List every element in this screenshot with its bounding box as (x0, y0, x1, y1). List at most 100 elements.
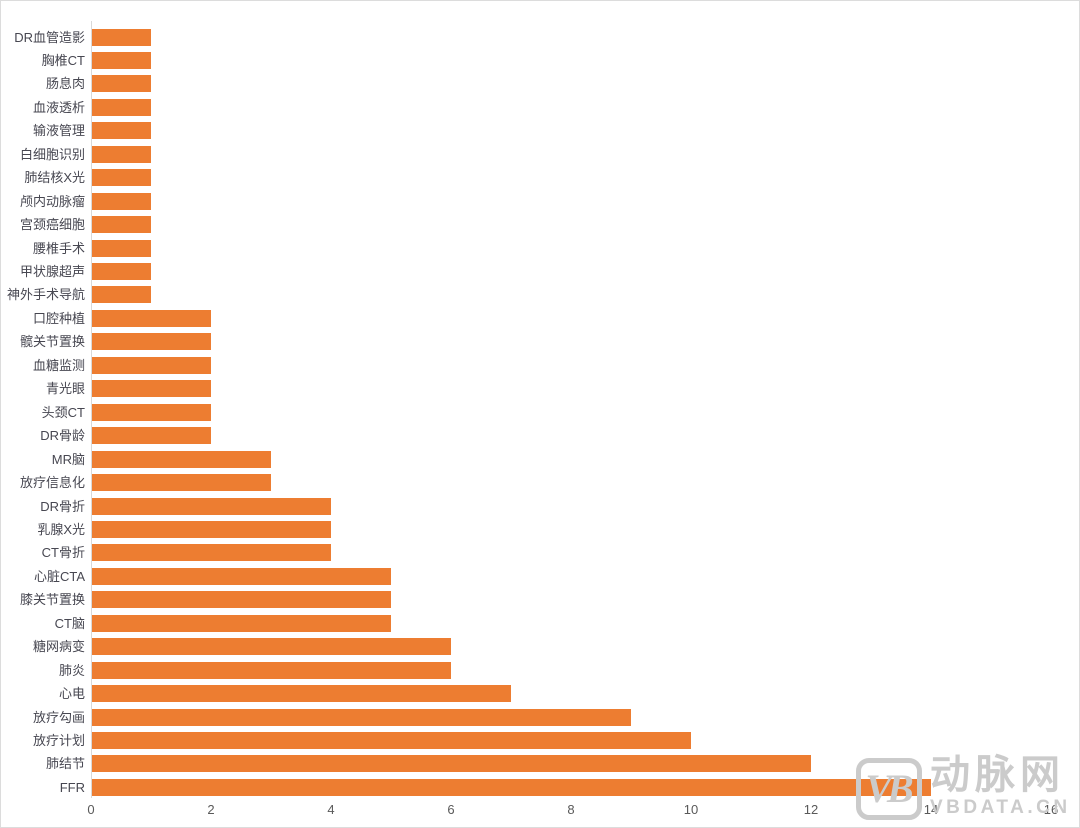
table-row: DR血管造影 (1, 28, 1079, 46)
bar (92, 28, 151, 46)
table-row: 血糖监测 (1, 356, 1079, 374)
table-row: 肺结节 (1, 755, 1079, 773)
bar (92, 239, 151, 257)
bar (92, 638, 451, 656)
table-row: 放疗计划 (1, 732, 1079, 749)
x-tick-label: 6 (447, 802, 455, 817)
table-row: MR脑 (1, 450, 1079, 468)
table-row: 心电 (1, 685, 1079, 703)
bar (92, 450, 271, 468)
bar (92, 661, 451, 679)
x-tick-label: 10 (683, 802, 699, 817)
table-row: FFR (1, 778, 1079, 796)
table-row: 颅内动脉瘤 (1, 192, 1079, 210)
category-label: 放疗计划 (32, 733, 85, 748)
category-label: 放疗信息化 (19, 475, 85, 491)
x-tick-label: 2 (207, 802, 215, 817)
bar (92, 497, 331, 515)
table-row: 乳腺X光 (1, 520, 1079, 538)
bar (92, 98, 151, 116)
table-row: 输液管理 (1, 122, 1079, 140)
x-tick-label: 16 (1043, 802, 1059, 817)
bar (92, 474, 271, 492)
table-row: 青光眼 (1, 380, 1079, 398)
category-label: 髋关节置换 (19, 334, 85, 350)
x-tick-label: 8 (567, 802, 575, 817)
table-row: 腰椎手术 (1, 239, 1079, 257)
bar (92, 192, 151, 210)
table-row: CT脑 (1, 614, 1079, 632)
bar (92, 309, 211, 327)
category-label: 青光眼 (45, 381, 85, 397)
bar (92, 755, 811, 773)
table-row: 血液透析 (1, 98, 1079, 116)
watermark-brand: 动脉网 (930, 753, 1065, 797)
bar (92, 520, 331, 538)
bar (92, 286, 151, 304)
bar (92, 75, 151, 93)
vb-logo-text: VB (865, 766, 913, 811)
table-row: 肠息肉 (1, 75, 1079, 93)
table-row: CT骨折 (1, 544, 1079, 562)
category-label: 心脏CTA (33, 568, 85, 584)
table-row: 髋关节置换 (1, 333, 1079, 351)
bar (92, 427, 211, 445)
x-tick-label: 0 (87, 802, 95, 817)
category-label: 口腔种植 (32, 310, 85, 326)
bar (92, 263, 151, 280)
vb-logo-icon: VB (856, 758, 922, 820)
table-row: 口腔种植 (1, 309, 1079, 327)
category-label: 白细胞识别 (19, 146, 85, 162)
category-label: 肠息肉 (45, 76, 85, 92)
x-tick-label: 14 (923, 802, 939, 817)
category-label: 神外手术导航 (6, 287, 85, 303)
table-row: 糖网病变 (1, 638, 1079, 656)
table-row: 白细胞识别 (1, 145, 1079, 163)
bar (92, 145, 151, 163)
bar (92, 732, 691, 749)
category-label: 膝关节置换 (19, 592, 85, 608)
bar (92, 380, 211, 398)
y-axis-line (91, 21, 92, 798)
category-label: FFR (59, 779, 85, 795)
x-tick-label: 12 (803, 802, 819, 817)
table-row: 宫颈癌细胞 (1, 216, 1079, 234)
table-row: 肺炎 (1, 661, 1079, 679)
bar (92, 567, 391, 585)
bar (92, 614, 391, 632)
category-label: 血液透析 (32, 99, 85, 115)
table-row: 胸椎CT (1, 51, 1079, 69)
category-label: 头颈CT (41, 404, 85, 420)
category-label: 腰椎手术 (32, 240, 85, 256)
category-label: CT脑 (54, 615, 85, 631)
table-row: 甲状腺超声 (1, 263, 1079, 280)
bar (92, 51, 151, 69)
category-label: 甲状腺超声 (19, 264, 85, 279)
category-label: 肺结节 (45, 756, 85, 772)
category-label: DR血管造影 (14, 29, 85, 45)
bar (92, 403, 211, 421)
category-label: DR骨折 (40, 498, 85, 514)
category-label: 肺结核X光 (24, 170, 85, 186)
table-row: 膝关节置换 (1, 591, 1079, 609)
table-row: DR骨龄 (1, 427, 1079, 445)
bar (92, 778, 931, 796)
table-row: 心脏CTA (1, 567, 1079, 585)
bar (92, 122, 151, 140)
category-label: 心电 (58, 686, 85, 702)
watermark-url: VBDATA.CN (930, 797, 1071, 818)
category-label: 宫颈癌细胞 (19, 217, 85, 233)
watermark-text: 动脉网 VBDATA.CN (930, 753, 1079, 819)
category-label: 放疗勾画 (32, 709, 85, 725)
category-label: 胸椎CT (41, 52, 85, 68)
bar (92, 708, 631, 726)
category-label: 肺炎 (58, 662, 85, 678)
bar (92, 685, 511, 703)
table-row: 放疗信息化 (1, 474, 1079, 492)
table-row: 肺结核X光 (1, 169, 1079, 187)
bar (92, 591, 391, 609)
table-row: 神外手术导航 (1, 286, 1079, 304)
category-label: CT骨折 (41, 545, 85, 561)
